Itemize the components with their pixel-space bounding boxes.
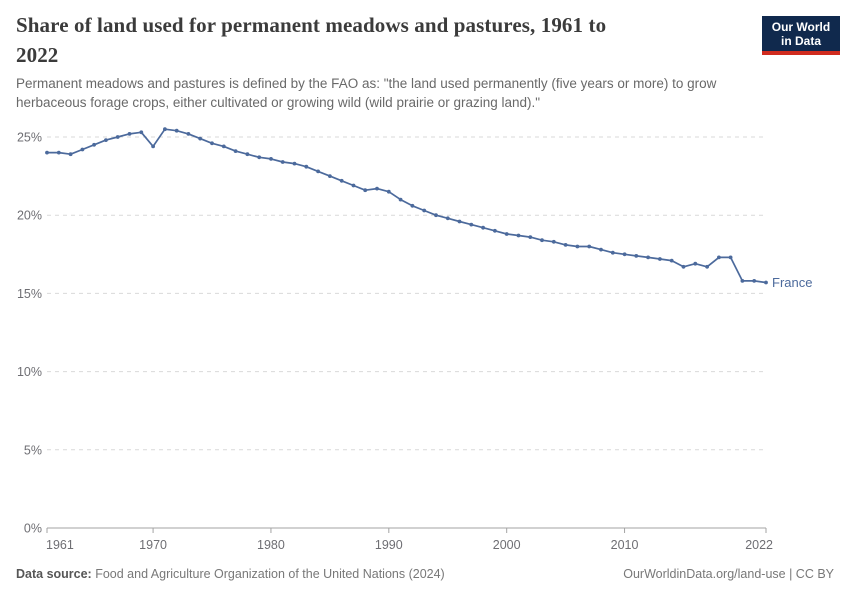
footer-link[interactable]: OurWorldinData.org/land-use | CC BY bbox=[623, 567, 834, 581]
data-point-1963 bbox=[68, 152, 73, 157]
owid-logo-red-bar bbox=[762, 51, 840, 55]
data-point-2021 bbox=[752, 279, 757, 283]
data-point-2017 bbox=[705, 264, 709, 269]
data-point-1978 bbox=[245, 152, 250, 157]
data-point-2007 bbox=[587, 244, 592, 249]
data-point-2013 bbox=[658, 257, 662, 261]
data-source: Data source: Food and Agriculture Organi… bbox=[16, 566, 445, 582]
data-point-1976 bbox=[221, 144, 226, 149]
data-point-1983 bbox=[304, 164, 309, 169]
y-tick-label-15: 15% bbox=[17, 287, 42, 301]
data-point-2012 bbox=[646, 255, 650, 260]
data-point-1979 bbox=[257, 155, 262, 160]
data-point-1973 bbox=[186, 132, 191, 136]
y-tick-label-25: 25% bbox=[17, 131, 42, 145]
data-point-2016 bbox=[693, 261, 698, 266]
data-point-2006 bbox=[575, 244, 580, 249]
data-point-1988 bbox=[363, 188, 368, 193]
data-point-2020 bbox=[740, 279, 745, 283]
data-point-1990 bbox=[386, 189, 391, 194]
y-tick-label-5: 5% bbox=[24, 443, 42, 457]
data-point-1972 bbox=[174, 128, 179, 133]
x-tick-label-1961: 1961 bbox=[46, 538, 74, 552]
chart-title-line2: 2022 bbox=[16, 43, 59, 67]
data-point-1981 bbox=[280, 160, 285, 164]
data-point-1991 bbox=[398, 197, 403, 202]
data-point-1994 bbox=[434, 213, 438, 218]
data-point-2004 bbox=[551, 239, 556, 244]
data-source-label: Data source: bbox=[16, 567, 92, 581]
data-point-2002 bbox=[528, 235, 533, 240]
chart-footer: Data source: Food and Agriculture Organi… bbox=[16, 566, 834, 582]
data-point-1995 bbox=[445, 216, 450, 221]
data-point-1997 bbox=[469, 222, 474, 227]
y-tick-label-20: 20% bbox=[17, 209, 42, 223]
data-point-2000 bbox=[504, 232, 509, 236]
data-point-1985 bbox=[328, 174, 332, 179]
data-point-2003 bbox=[540, 238, 544, 243]
chart-plot-area[interactable] bbox=[47, 117, 766, 528]
data-point-2005 bbox=[563, 243, 568, 247]
data-point-1996 bbox=[457, 219, 462, 224]
data-point-2010 bbox=[622, 252, 627, 257]
data-point-1965 bbox=[92, 142, 96, 147]
data-point-1986 bbox=[339, 178, 344, 183]
x-tick-label-2022: 2022 bbox=[745, 538, 773, 552]
data-point-2018 bbox=[717, 255, 721, 260]
x-tick-label-2010: 2010 bbox=[611, 538, 639, 552]
data-point-1967 bbox=[115, 135, 120, 139]
x-tick-label-1990: 1990 bbox=[375, 538, 403, 552]
data-point-1992 bbox=[410, 203, 415, 208]
x-tick-label-1970: 1970 bbox=[139, 538, 167, 552]
series-label-france: France bbox=[772, 275, 812, 290]
data-point-1968 bbox=[127, 132, 132, 136]
data-point-1970 bbox=[151, 144, 156, 149]
chart-subtitle-line2: herbaceous forage crops, either cultivat… bbox=[16, 95, 541, 110]
data-point-1975 bbox=[210, 141, 214, 146]
data-point-1971 bbox=[163, 127, 167, 132]
data-point-2015 bbox=[681, 264, 686, 269]
chart-title: Share of land used for permanent meadows… bbox=[16, 10, 716, 70]
data-point-1982 bbox=[292, 161, 297, 166]
data-point-1998 bbox=[481, 225, 485, 230]
x-tick-label-2000: 2000 bbox=[493, 538, 521, 552]
data-point-1962 bbox=[56, 150, 61, 155]
data-point-1987 bbox=[351, 183, 356, 188]
data-source-text: Food and Agriculture Organization of the… bbox=[91, 567, 445, 581]
owid-logo-line1: Our World bbox=[771, 20, 831, 34]
data-point-2014 bbox=[669, 258, 674, 263]
data-point-2022 bbox=[764, 280, 768, 285]
data-point-1989 bbox=[375, 186, 379, 191]
data-point-1999 bbox=[493, 228, 497, 233]
data-point-1966 bbox=[104, 138, 108, 143]
y-tick-label-10: 10% bbox=[17, 365, 42, 379]
data-point-1993 bbox=[422, 208, 427, 213]
series-line-france bbox=[46, 128, 767, 284]
owid-logo[interactable]: Our World in Data bbox=[762, 16, 840, 55]
y-tick-label-0: 0% bbox=[24, 522, 42, 536]
chart-title-line1: Share of land used for permanent meadows… bbox=[16, 13, 607, 37]
data-point-1977 bbox=[233, 149, 238, 154]
data-point-1974 bbox=[198, 136, 203, 141]
chart-subtitle: Permanent meadows and pastures is define… bbox=[16, 74, 816, 112]
owid-logo-line2: in Data bbox=[780, 34, 821, 48]
data-point-1969 bbox=[139, 130, 144, 135]
data-point-1980 bbox=[269, 157, 273, 161]
owid-logo-text: Our World in Data bbox=[762, 16, 840, 51]
data-point-2001 bbox=[516, 233, 521, 238]
data-point-2019 bbox=[728, 255, 733, 260]
data-point-2011 bbox=[634, 254, 639, 258]
data-point-1961 bbox=[45, 150, 49, 155]
data-point-1984 bbox=[316, 169, 320, 174]
x-tick-label-1980: 1980 bbox=[257, 538, 285, 552]
data-point-1964 bbox=[80, 147, 85, 152]
chart-subtitle-line1: Permanent meadows and pastures is define… bbox=[16, 76, 717, 91]
data-point-2009 bbox=[610, 250, 615, 255]
data-point-2008 bbox=[599, 247, 603, 252]
